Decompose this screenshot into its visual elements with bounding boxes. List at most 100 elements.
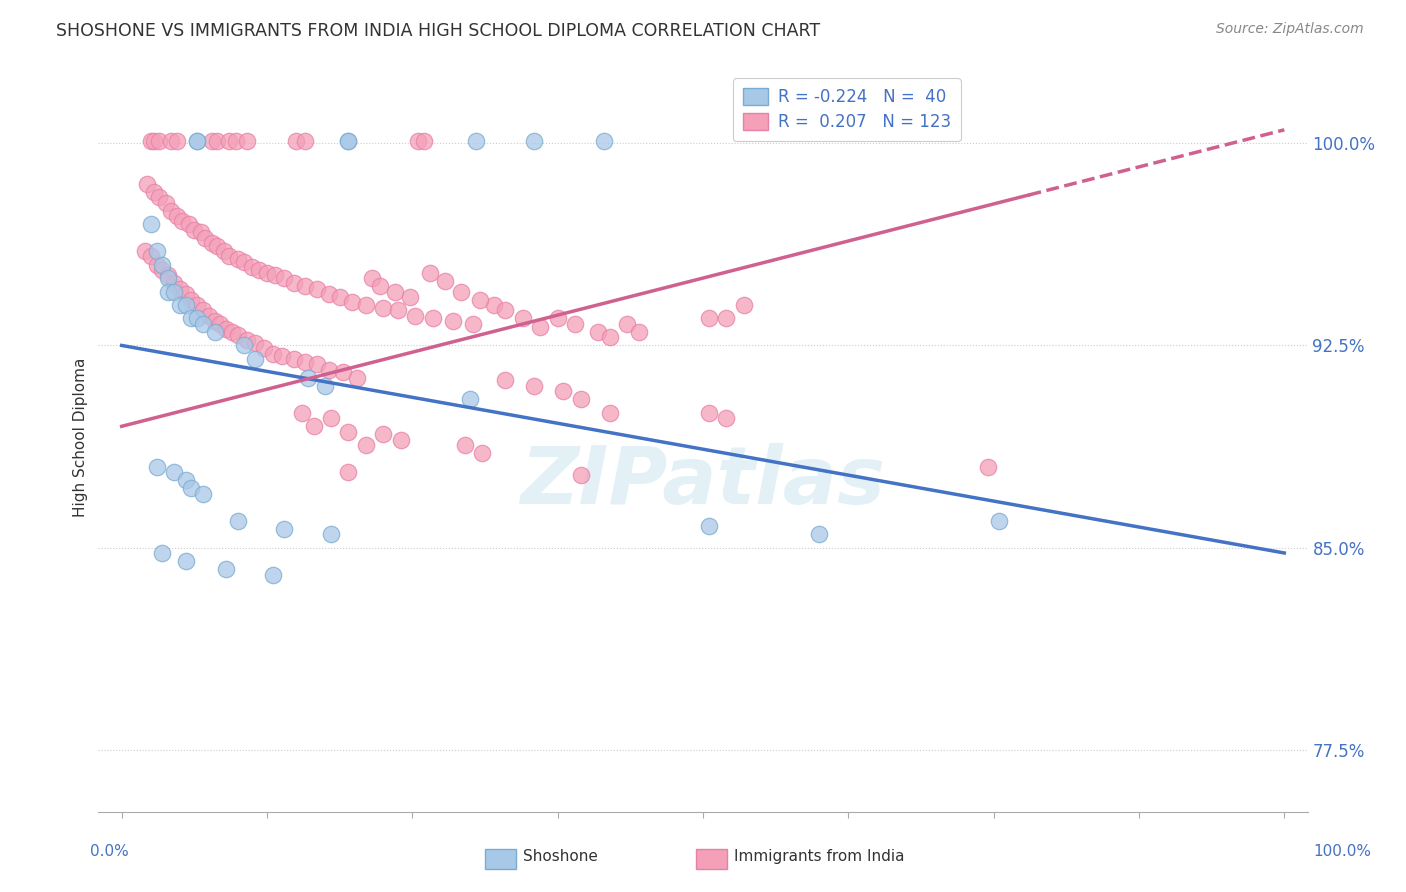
- Text: Shoshone: Shoshone: [523, 849, 598, 863]
- Point: [482, 298, 505, 312]
- Point: [191, 486, 214, 500]
- Point: [368, 279, 391, 293]
- Point: [226, 327, 249, 342]
- Point: [297, 371, 319, 385]
- Point: [179, 217, 201, 231]
- Point: [360, 271, 382, 285]
- Text: 0.0%: 0.0%: [90, 845, 129, 859]
- Point: [337, 134, 360, 148]
- Point: [314, 379, 336, 393]
- Point: [159, 203, 181, 218]
- Point: [186, 311, 208, 326]
- Point: [145, 459, 167, 474]
- Text: ZIPatlas: ZIPatlas: [520, 443, 886, 521]
- Point: [616, 317, 638, 331]
- Point: [294, 354, 316, 368]
- Point: [136, 177, 159, 191]
- Point: [218, 250, 240, 264]
- Point: [150, 258, 173, 272]
- Point: [169, 282, 191, 296]
- Point: [205, 238, 228, 252]
- Point: [226, 514, 249, 528]
- Point: [406, 134, 429, 148]
- Point: [716, 311, 738, 326]
- Point: [163, 277, 186, 291]
- Point: [225, 134, 247, 148]
- Point: [329, 290, 352, 304]
- Point: [245, 335, 267, 350]
- Point: [215, 562, 238, 576]
- Point: [404, 309, 426, 323]
- Point: [733, 298, 755, 312]
- Point: [337, 425, 360, 439]
- Point: [148, 134, 170, 148]
- Point: [232, 338, 254, 352]
- Point: [302, 419, 325, 434]
- Point: [226, 252, 249, 267]
- Point: [180, 293, 202, 307]
- Point: [413, 134, 436, 148]
- Point: [150, 263, 173, 277]
- Point: [180, 311, 202, 326]
- Point: [163, 285, 186, 299]
- Point: [174, 298, 197, 312]
- Point: [441, 314, 464, 328]
- Point: [569, 467, 592, 482]
- Point: [166, 209, 188, 223]
- Y-axis label: High School Diploma: High School Diploma: [73, 358, 89, 516]
- Point: [209, 317, 232, 331]
- Point: [205, 134, 228, 148]
- Point: [628, 325, 651, 339]
- Point: [240, 260, 263, 275]
- Point: [808, 527, 831, 541]
- Point: [697, 406, 720, 420]
- Point: [294, 279, 316, 293]
- Point: [139, 134, 162, 148]
- Point: [318, 362, 340, 376]
- Legend: R = -0.224   N =  40, R =  0.207   N = 123: R = -0.224 N = 40, R = 0.207 N = 123: [733, 78, 960, 141]
- Point: [143, 185, 166, 199]
- Point: [232, 255, 254, 269]
- Point: [190, 225, 212, 239]
- Point: [215, 322, 238, 336]
- Point: [564, 317, 586, 331]
- Point: [252, 341, 274, 355]
- Point: [186, 134, 208, 148]
- Point: [553, 384, 575, 399]
- Point: [697, 519, 720, 533]
- Point: [471, 446, 494, 460]
- Point: [134, 244, 156, 259]
- Point: [354, 298, 377, 312]
- Point: [340, 295, 363, 310]
- Point: [143, 134, 166, 148]
- Point: [212, 244, 235, 259]
- Point: [547, 311, 569, 326]
- Point: [145, 258, 167, 272]
- Point: [283, 277, 305, 291]
- Point: [180, 481, 202, 495]
- Point: [285, 134, 308, 148]
- Point: [262, 346, 284, 360]
- Point: [468, 293, 491, 307]
- Point: [523, 379, 546, 393]
- Point: [593, 134, 616, 148]
- Point: [139, 217, 162, 231]
- Point: [384, 285, 406, 299]
- Point: [450, 285, 472, 299]
- Point: [194, 230, 217, 244]
- Point: [332, 365, 354, 379]
- Point: [305, 282, 328, 296]
- Point: [419, 266, 441, 280]
- Point: [399, 290, 422, 304]
- Point: [337, 134, 360, 148]
- Point: [159, 134, 181, 148]
- Point: [319, 411, 342, 425]
- Point: [150, 546, 173, 560]
- Point: [569, 392, 592, 407]
- Point: [245, 351, 267, 366]
- Point: [387, 303, 409, 318]
- Point: [218, 134, 240, 148]
- Point: [262, 567, 284, 582]
- Point: [346, 371, 368, 385]
- Point: [191, 303, 214, 318]
